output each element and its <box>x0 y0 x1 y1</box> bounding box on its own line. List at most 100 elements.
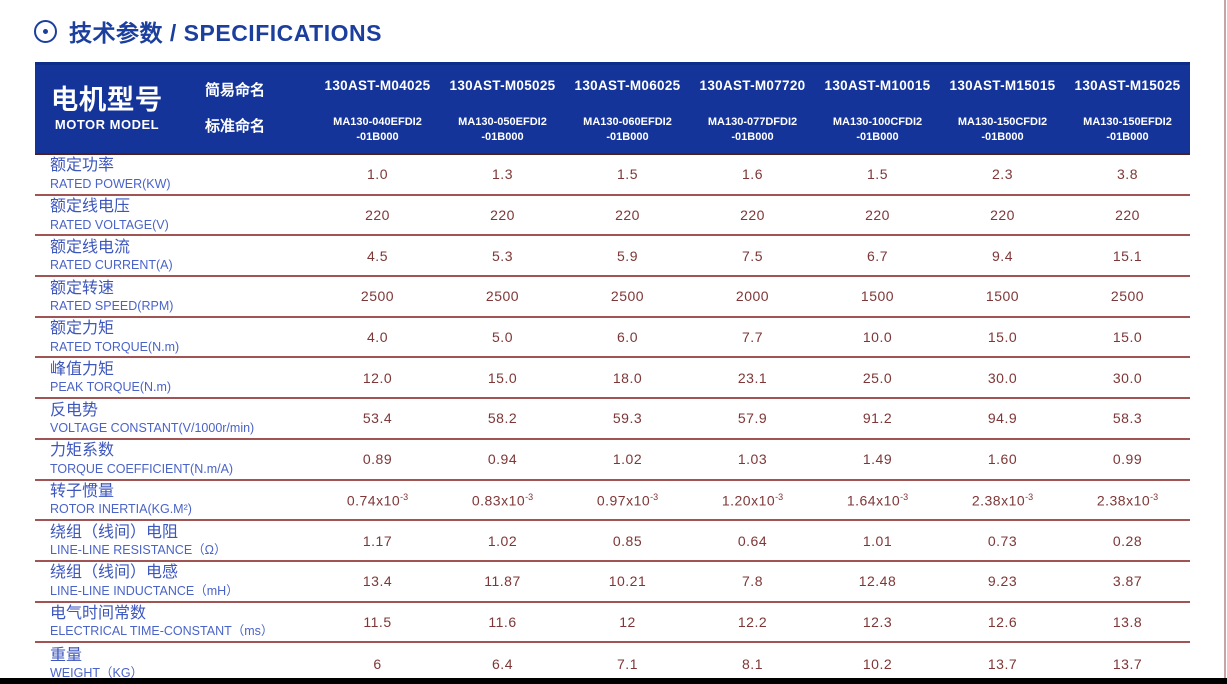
column-header-cell: 130AST-M10015 MA130-100CFDI2 -01B000 <box>815 65 940 153</box>
simple-name-label: 简易命名 <box>205 82 266 99</box>
spec-value: 23.1 <box>737 369 768 386</box>
spec-label: 反电势 VOLTAGE CONSTANT(V/1000r/min) <box>35 402 315 436</box>
spec-value: 6 <box>373 655 382 672</box>
spec-label-zh: 反电势 <box>50 401 99 419</box>
motor-model-header-cell: 电机型号 MOTOR MODEL 简易命名 标准命名 <box>35 65 315 153</box>
spec-value: 1.17 <box>362 532 393 549</box>
spec-label: 电气时间常数 ELECTRICAL TIME-CONSTANT（ms） <box>35 605 315 639</box>
page-title-text: 技术参数 / SPECIFICATIONS <box>69 20 382 46</box>
spec-value: 6.4 <box>492 655 513 672</box>
spec-label-en: RATED VOLTAGE(V) <box>50 217 169 232</box>
spec-value: 2.38x10-3 <box>1096 491 1159 509</box>
spec-label-en: RATED SPEED(RPM) <box>50 298 174 313</box>
spec-value: 57.9 <box>737 410 768 427</box>
exponent: -3 <box>900 491 909 502</box>
standard-model-name: MA130-077DFDI2 -01B000 <box>707 116 798 143</box>
simple-model-name: 130AST-M10015 <box>824 78 931 93</box>
spec-label-en: ROTOR INERTIA(KG.M²) <box>50 502 192 517</box>
spec-value: 94.9 <box>987 410 1018 427</box>
spec-value: 0.97x10-3 <box>596 491 659 509</box>
column-header-cell: 130AST-M15015 MA130-150CFDI2 -01B000 <box>940 65 1065 153</box>
spec-value: 220 <box>490 207 515 224</box>
spec-value: 7.8 <box>742 573 763 590</box>
spec-label: 额定线电流 RATED CURRENT(A) <box>35 239 315 273</box>
column-header-cell: 130AST-M05025 MA130-050EFDI2 -01B000 <box>440 65 565 153</box>
spec-value: 0.74x10-3 <box>346 491 409 509</box>
spec-value: 12.2 <box>737 613 768 630</box>
spec-label-zh: 绕组（线间）电感 <box>50 564 179 582</box>
spec-label: 绕组（线间）电阻 LINE-LINE RESISTANCE（Ω） <box>35 524 315 558</box>
spec-value: 0.83x10-3 <box>471 491 534 509</box>
spec-value: 1.3 <box>492 166 513 183</box>
spec-row: 转子惯量 ROTOR INERTIA(KG.M²) 0.74x10-3 0.83x10… <box>35 481 1190 522</box>
spec-value: 13.4 <box>362 573 393 590</box>
spec-value: 0.89 <box>362 451 393 468</box>
spec-value: 25.0 <box>862 369 893 386</box>
spec-value: 220 <box>615 207 640 224</box>
spec-value: 91.2 <box>862 410 893 427</box>
spec-value: 2500 <box>360 288 395 305</box>
spec-value: 2.3 <box>992 166 1013 183</box>
spec-label-zh: 额定力矩 <box>50 320 115 338</box>
spec-value: 5.9 <box>617 247 638 264</box>
spec-row: 额定线电流 RATED CURRENT(A) 4.5 5.3 5.9 7.5 6.7 9.4 1… <box>35 236 1190 278</box>
exponent: -3 <box>400 491 409 502</box>
spec-value: 7.5 <box>742 247 763 264</box>
simple-model-name: 130AST-M15015 <box>949 78 1056 93</box>
spec-row: 额定转速 RATED SPEED(RPM) 2500 2500 2500 2000 1500… <box>35 277 1190 318</box>
standard-model-name: MA130-050EFDI2 -01B000 <box>458 116 547 143</box>
simple-model-name: 130AST-M07720 <box>699 78 806 93</box>
spec-value: 5.0 <box>492 329 513 346</box>
spec-value: 13.7 <box>1112 655 1143 672</box>
spec-label-zh: 额定转速 <box>50 279 115 297</box>
spec-value: 1.03 <box>737 451 768 468</box>
spec-label: 力矩系数 TORQUE COEFFICIENT(N.m/A) <box>35 442 315 476</box>
spec-value: 15.0 <box>1112 329 1143 346</box>
column-header-cell: 130AST-M15025 MA130-150EFDI2 -01B000 <box>1065 65 1190 153</box>
motor-model-label-zh: 电机型号 <box>51 85 163 115</box>
spec-label-en: VOLTAGE CONSTANT(V/1000r/min) <box>50 420 255 435</box>
spec-value: 53.4 <box>362 410 393 427</box>
spec-label-en: RATED TORQUE(N.m) <box>50 339 180 354</box>
spec-value: 2500 <box>485 288 520 305</box>
spec-value: 2.38x10-3 <box>971 491 1034 509</box>
spec-value: 0.64 <box>737 532 768 549</box>
spec-value: 9.23 <box>987 573 1018 590</box>
spec-value: 3.8 <box>1117 166 1138 183</box>
spec-row: 额定功率 RATED POWER(KW) 1.0 1.3 1.5 1.6 1.5 2.3 3.8 <box>35 155 1190 196</box>
spec-value: 7.7 <box>742 329 763 346</box>
spec-value: 0.85 <box>612 532 643 549</box>
spec-label-en: ELECTRICAL TIME-CONSTANT（ms） <box>50 624 274 639</box>
spec-value: 30.0 <box>1112 369 1143 386</box>
spec-label-en: RATED CURRENT(A) <box>50 258 173 273</box>
spec-value: 1500 <box>860 288 895 305</box>
spec-row: 绕组（线间）电感 LINE-LINE INDUCTANCE（mH） 13.4 11.8… <box>35 562 1190 603</box>
spec-label: 额定线电压 RATED VOLTAGE(V) <box>35 198 315 232</box>
spec-value: 7.1 <box>617 655 638 672</box>
spec-value: 12.6 <box>987 613 1018 630</box>
circle-dot-icon <box>34 19 57 43</box>
page-edge-line <box>1224 0 1226 684</box>
exponent: -3 <box>650 491 659 502</box>
spec-value: 1500 <box>985 288 1020 305</box>
spec-label-en: LINE-LINE INDUCTANCE（mH） <box>50 583 239 598</box>
naming-labels: 简易命名 标准命名 <box>205 65 265 153</box>
standard-model-name: MA130-150CFDI2 -01B000 <box>957 116 1048 143</box>
spec-value: 2000 <box>735 288 770 305</box>
spec-value: 6.7 <box>867 247 888 264</box>
spec-value: 220 <box>740 207 765 224</box>
standard-model-name: MA130-060EFDI2 -01B000 <box>583 116 672 143</box>
spec-value: 6.0 <box>617 329 638 346</box>
spec-row: 绕组（线间）电阻 LINE-LINE RESISTANCE（Ω） 1.17 1.02 0… <box>35 521 1190 562</box>
spec-value: 0.99 <box>1112 451 1143 468</box>
spec-value: 220 <box>365 207 390 224</box>
spec-value: 0.94 <box>487 451 518 468</box>
spec-label-zh: 额定线电压 <box>50 198 131 216</box>
standard-model-name: MA130-040EFDI2 -01B000 <box>333 116 422 143</box>
spec-value: 12 <box>619 613 636 630</box>
spec-value: 11.5 <box>363 613 392 630</box>
spec-label: 转子惯量 ROTOR INERTIA(KG.M²) <box>35 483 315 517</box>
spec-value: 9.4 <box>992 247 1013 264</box>
specifications-table: 电机型号 MOTOR MODEL 简易命名 标准命名 130AST-M04025… <box>35 62 1190 684</box>
